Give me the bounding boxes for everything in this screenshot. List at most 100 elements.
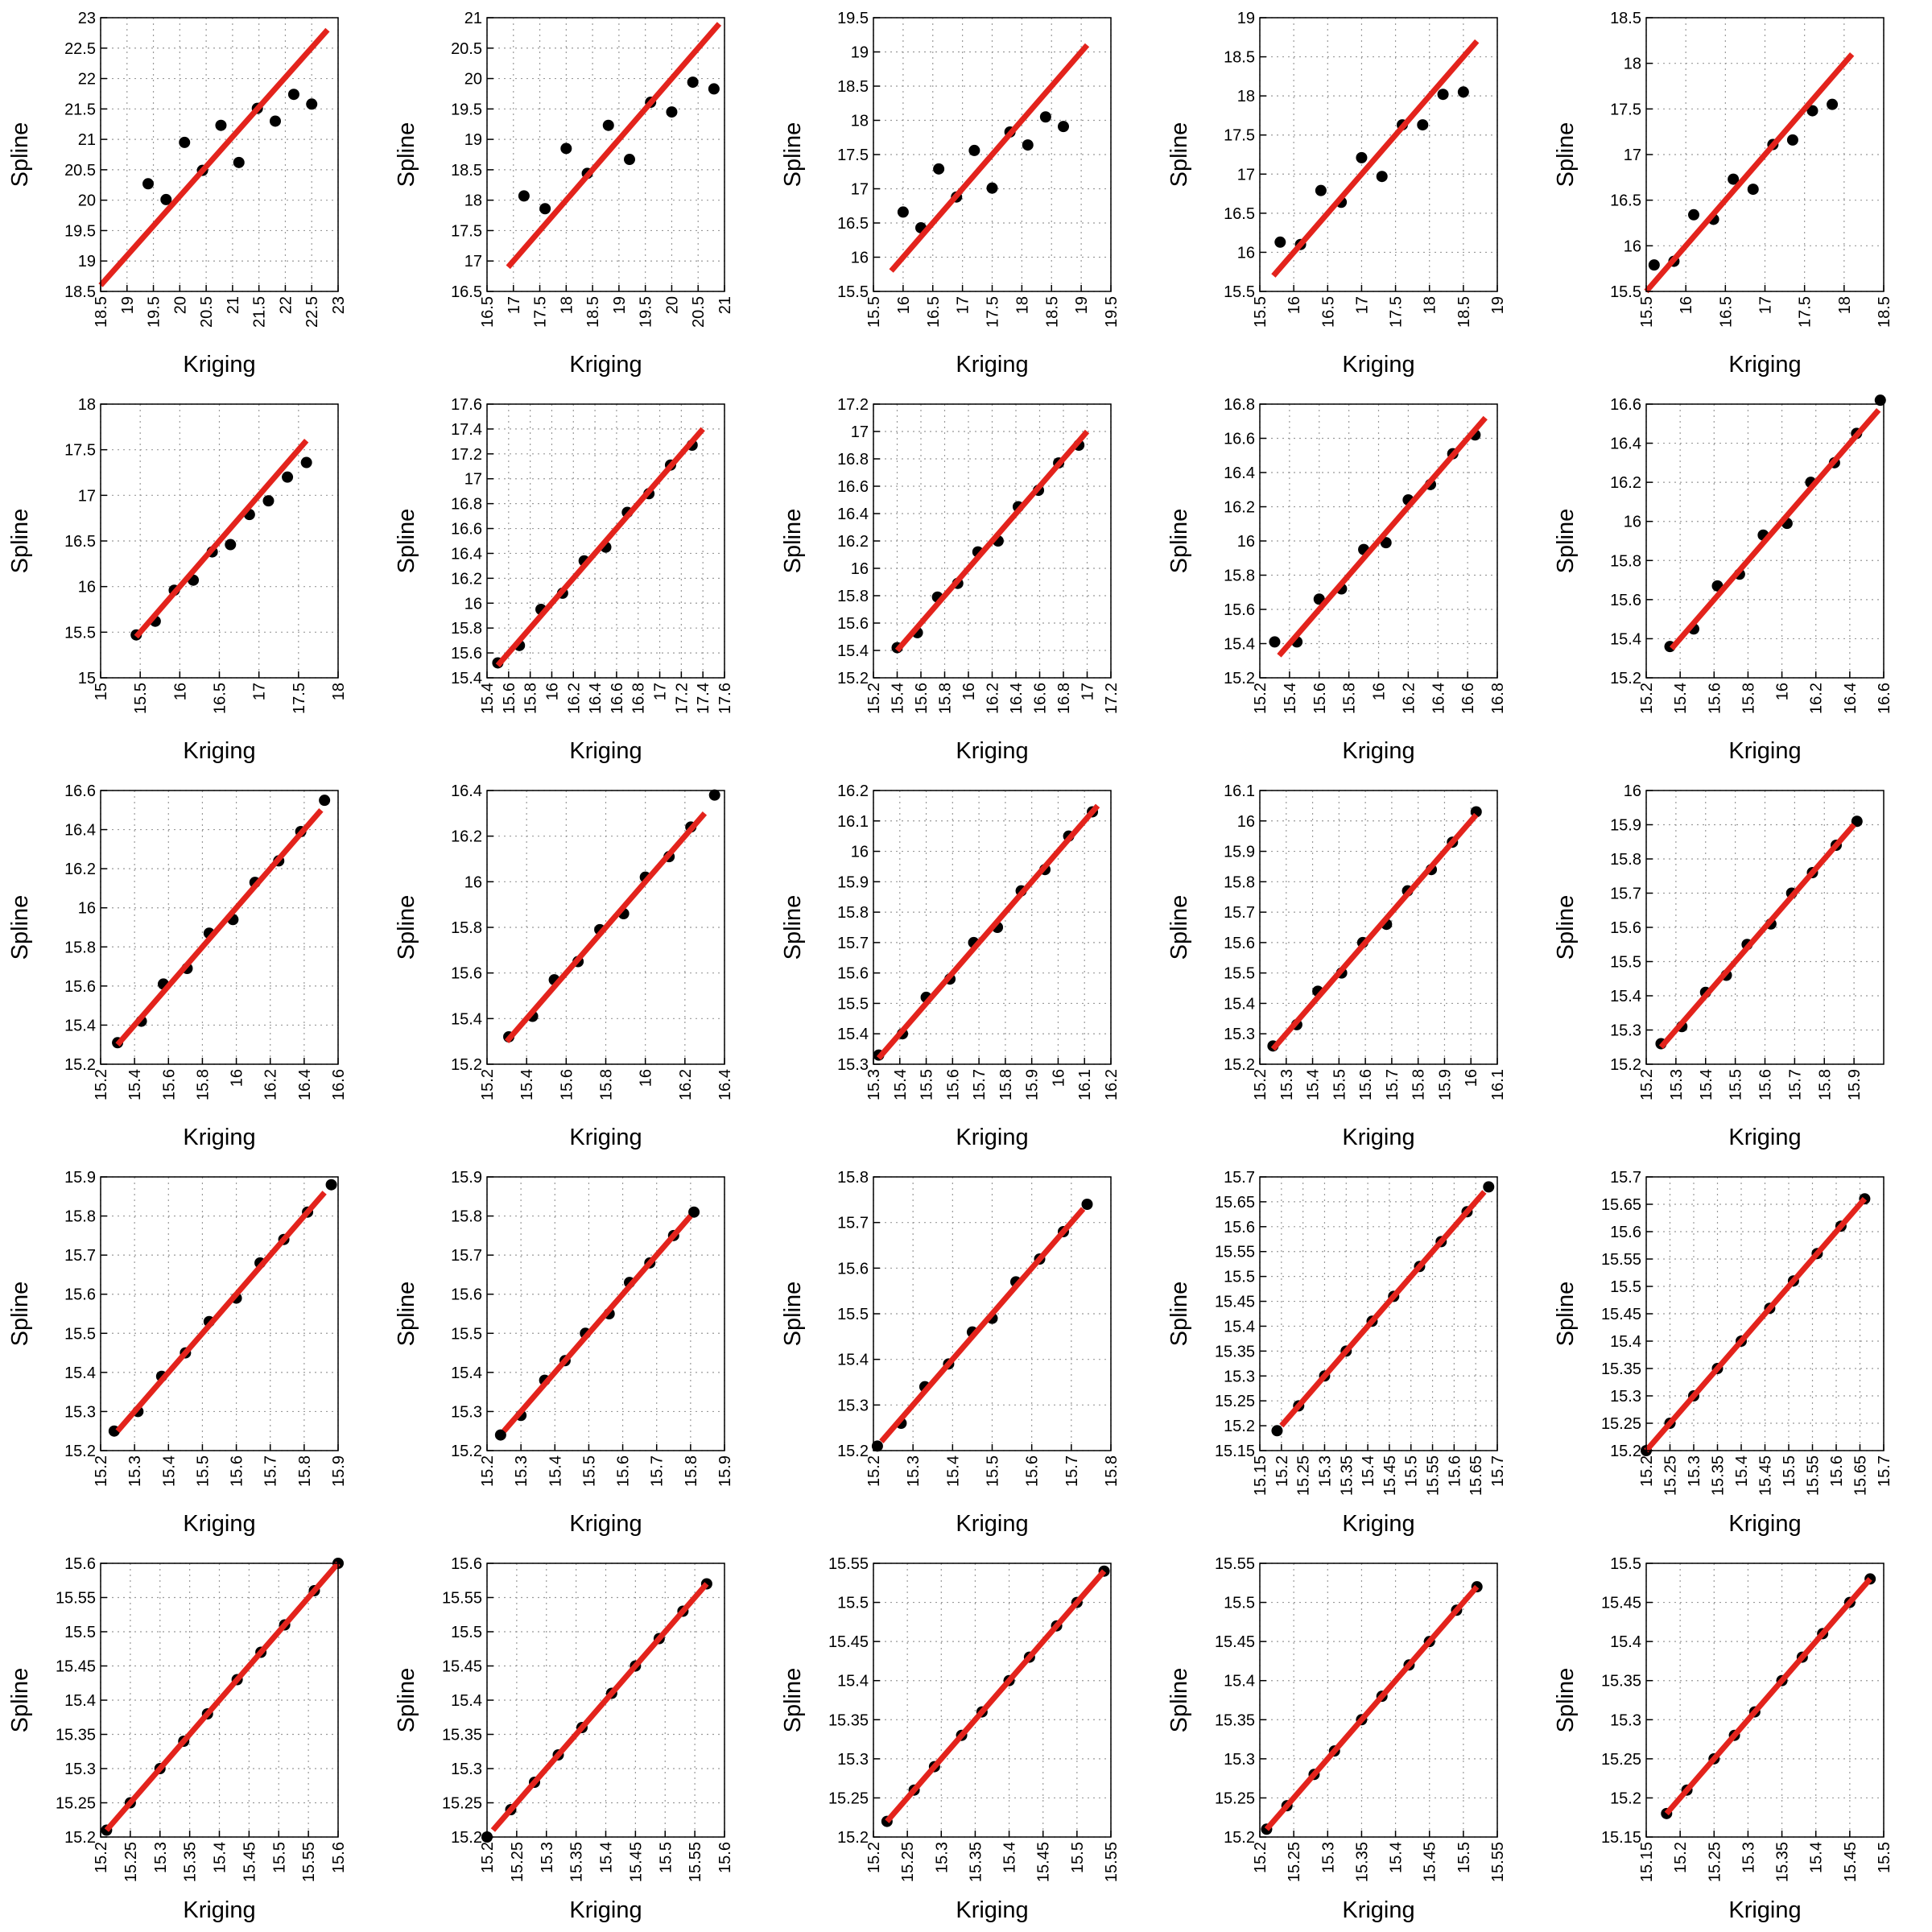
y-tick-label: 15.7 [1224, 904, 1255, 922]
x-tick-label: 19 [1489, 296, 1507, 314]
x-tick-label: 15.8 [937, 683, 955, 714]
panel: 15.2 15.3 15.4 15.5 15.6 15.7 15.8 15.2 15.3 15.4… [780, 1169, 1121, 1537]
y-tick-label: 17 [78, 487, 96, 505]
scatter-point [306, 98, 318, 110]
x-tick-label: 15.25 [1662, 1455, 1680, 1496]
fit-line [502, 1214, 693, 1434]
x-tick-label: 17.5 [532, 296, 550, 328]
y-tick-label: 15.45 [1601, 1306, 1641, 1323]
x-tick-label: 15.35 [1710, 1455, 1728, 1496]
x-tick-label: 15.45 [1757, 1455, 1775, 1496]
x-tick-label: 15.5 [1331, 1069, 1348, 1100]
y-tick-label: 17 [851, 423, 869, 441]
scatter-point [602, 119, 614, 131]
y-tick-label: 22.5 [64, 40, 96, 58]
y-tick-label: 16.8 [451, 496, 482, 514]
x-tick-label: 15.4 [160, 1455, 178, 1487]
x-tick-label: 15.9 [1024, 1069, 1042, 1100]
scatter-point [666, 106, 678, 118]
y-tick-label: 15.3 [837, 1056, 869, 1074]
y-tick-label: 15.8 [451, 620, 482, 638]
y-tick-label: 16 [1237, 244, 1255, 262]
x-tick-label: 15.5 [132, 683, 150, 714]
y-tick-label: 15.6 [1610, 919, 1641, 937]
x-tick-label: 16 [1371, 683, 1389, 700]
x-tick-label: 15.4 [944, 1455, 962, 1487]
scatter-point [269, 115, 281, 127]
plot-frame [873, 1176, 1112, 1451]
x-tick-label: 15.6 [229, 1455, 246, 1487]
x-tick-label: 15.4 [547, 1455, 564, 1487]
x-tick-label: 15.7 [1876, 1455, 1893, 1487]
x-axis-label: Kriging [183, 352, 255, 378]
x-axis-label: Kriging [569, 352, 642, 378]
scatter-point [1022, 139, 1034, 151]
y-tick-label: 15.4 [837, 642, 869, 660]
y-tick-label: 15.55 [828, 1555, 869, 1573]
y-tick-label: 16.6 [64, 782, 96, 800]
y-tick-label: 16.5 [1610, 192, 1641, 210]
plot-frame [873, 403, 1112, 679]
y-tick-label: 15.5 [1224, 1269, 1255, 1286]
panel: 15.2 15.3 15.4 15.5 15.6 15.7 15.8 15.9 15.2 15.3… [394, 1169, 734, 1537]
x-tick-label: 15.2 [865, 683, 883, 714]
x-tick-label: 16 [229, 1069, 246, 1087]
x-axis-label: Kriging [956, 738, 1028, 764]
scatter-point [160, 193, 172, 205]
x-axis-label: Kriging [569, 1511, 642, 1537]
x-tick-label: 15.4 [598, 1842, 616, 1873]
y-tick-label: 15.8 [837, 1169, 869, 1187]
y-tick-label: 17 [464, 471, 482, 489]
panel: 15.3 15.4 15.5 15.6 15.7 15.8 15.9 16 16.1 16.2 15… [780, 782, 1121, 1150]
x-axis-label: Kriging [569, 738, 642, 764]
fit-line [506, 22, 722, 270]
y-tick-label: 15.45 [56, 1658, 96, 1676]
x-tick-label: 15.25 [899, 1842, 917, 1882]
y-tick-label: 15.5 [1610, 954, 1641, 972]
y-axis-label: Spline [1166, 1282, 1192, 1347]
plot-frame [1259, 790, 1498, 1065]
y-tick-label: 15.2 [1224, 1418, 1255, 1435]
x-tick-label: 15.45 [1842, 1842, 1860, 1882]
y-tick-label: 15.6 [1224, 601, 1255, 619]
y-axis-label: Spline [7, 509, 33, 574]
y-tick-label: 15.7 [837, 935, 869, 952]
fit-line [134, 439, 309, 639]
y-tick-label: 16.6 [837, 478, 869, 496]
y-tick-label: 16.4 [451, 782, 482, 800]
x-tick-label: 16.6 [330, 1069, 348, 1100]
y-tick-label: 16.2 [1224, 499, 1255, 517]
y-tick-label: 15.5 [64, 1325, 96, 1343]
x-tick-label: 17.5 [291, 683, 308, 714]
y-tick-label: 16 [851, 560, 869, 578]
fit-line [1271, 39, 1480, 278]
panel: 15.15 15.2 15.25 15.3 15.35 15.4 15.45 15.5 15.1… [1553, 1555, 1893, 1923]
y-tick-label: 15.3 [451, 1761, 482, 1778]
x-tick-label: 16.5 [1717, 296, 1735, 328]
x-tick-label: 15.2 [1672, 1842, 1690, 1873]
scatter-point [215, 119, 227, 131]
x-axis-label: Kriging [1342, 1125, 1414, 1150]
y-tick-label: 15.4 [1224, 1318, 1255, 1335]
y-tick-label: 15.6 [1224, 935, 1255, 952]
y-tick-label: 15.9 [837, 873, 869, 891]
y-tick-label: 22 [78, 71, 96, 89]
y-axis-label: Spline [1553, 1282, 1579, 1347]
y-axis-label: Spline [394, 1668, 419, 1733]
x-tick-label: 15.35 [568, 1842, 586, 1882]
y-tick-label: 20 [464, 71, 482, 89]
plot-frame [100, 403, 339, 679]
y-tick-label: 15.45 [1215, 1633, 1255, 1651]
x-tick-label: 15.35 [967, 1842, 985, 1882]
y-tick-label: 15.4 [837, 1026, 869, 1043]
y-tick-label: 15.7 [451, 1247, 482, 1265]
x-tick-label: 15.2 [93, 1842, 110, 1873]
x-tick-label: 15.8 [194, 1069, 212, 1100]
x-tick-label: 17 [652, 683, 670, 700]
x-tick-label: 15.6 [1757, 1069, 1775, 1100]
panel: 15.2 15.25 15.3 15.35 15.4 15.45 15.5 15.55 15.2… [780, 1555, 1121, 1923]
x-tick-label: 15.6 [1357, 1069, 1375, 1100]
x-tick-label: 15.8 [1103, 1455, 1121, 1487]
y-tick-label: 16.5 [451, 283, 482, 301]
